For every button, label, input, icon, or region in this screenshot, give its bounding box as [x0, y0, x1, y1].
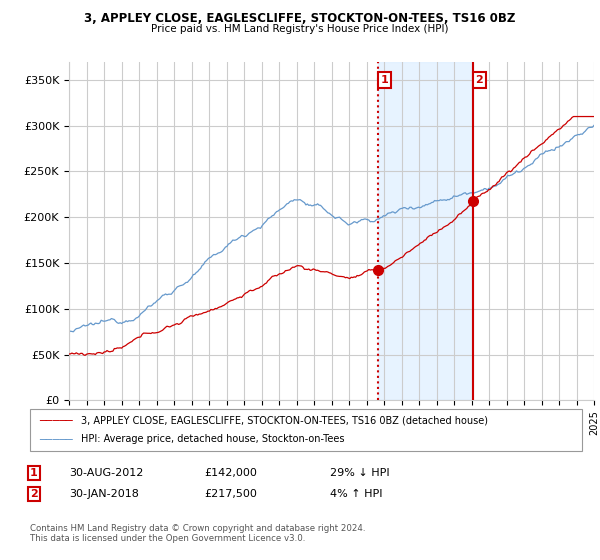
Text: HPI: Average price, detached house, Stockton-on-Tees: HPI: Average price, detached house, Stoc… [81, 434, 344, 444]
Text: £217,500: £217,500 [204, 489, 257, 499]
Text: £142,000: £142,000 [204, 468, 257, 478]
Text: 29% ↓ HPI: 29% ↓ HPI [330, 468, 389, 478]
Text: 2: 2 [30, 489, 38, 499]
Text: 1: 1 [381, 75, 389, 85]
Text: Contains HM Land Registry data © Crown copyright and database right 2024.
This d: Contains HM Land Registry data © Crown c… [30, 524, 365, 543]
Text: 2: 2 [476, 75, 484, 85]
Text: Price paid vs. HM Land Registry's House Price Index (HPI): Price paid vs. HM Land Registry's House … [151, 24, 449, 34]
Text: 30-AUG-2012: 30-AUG-2012 [69, 468, 143, 478]
Text: ─────: ───── [39, 434, 73, 444]
Text: 4% ↑ HPI: 4% ↑ HPI [330, 489, 383, 499]
Text: 30-JAN-2018: 30-JAN-2018 [69, 489, 139, 499]
Text: 3, APPLEY CLOSE, EAGLESCLIFFE, STOCKTON-ON-TEES, TS16 0BZ (detached house): 3, APPLEY CLOSE, EAGLESCLIFFE, STOCKTON-… [81, 416, 488, 426]
Bar [378, 62, 473, 400]
Text: 3, APPLEY CLOSE, EAGLESCLIFFE, STOCKTON-ON-TEES, TS16 0BZ: 3, APPLEY CLOSE, EAGLESCLIFFE, STOCKTON-… [85, 12, 515, 25]
Text: 1: 1 [30, 468, 38, 478]
Text: ─────: ───── [39, 416, 73, 426]
